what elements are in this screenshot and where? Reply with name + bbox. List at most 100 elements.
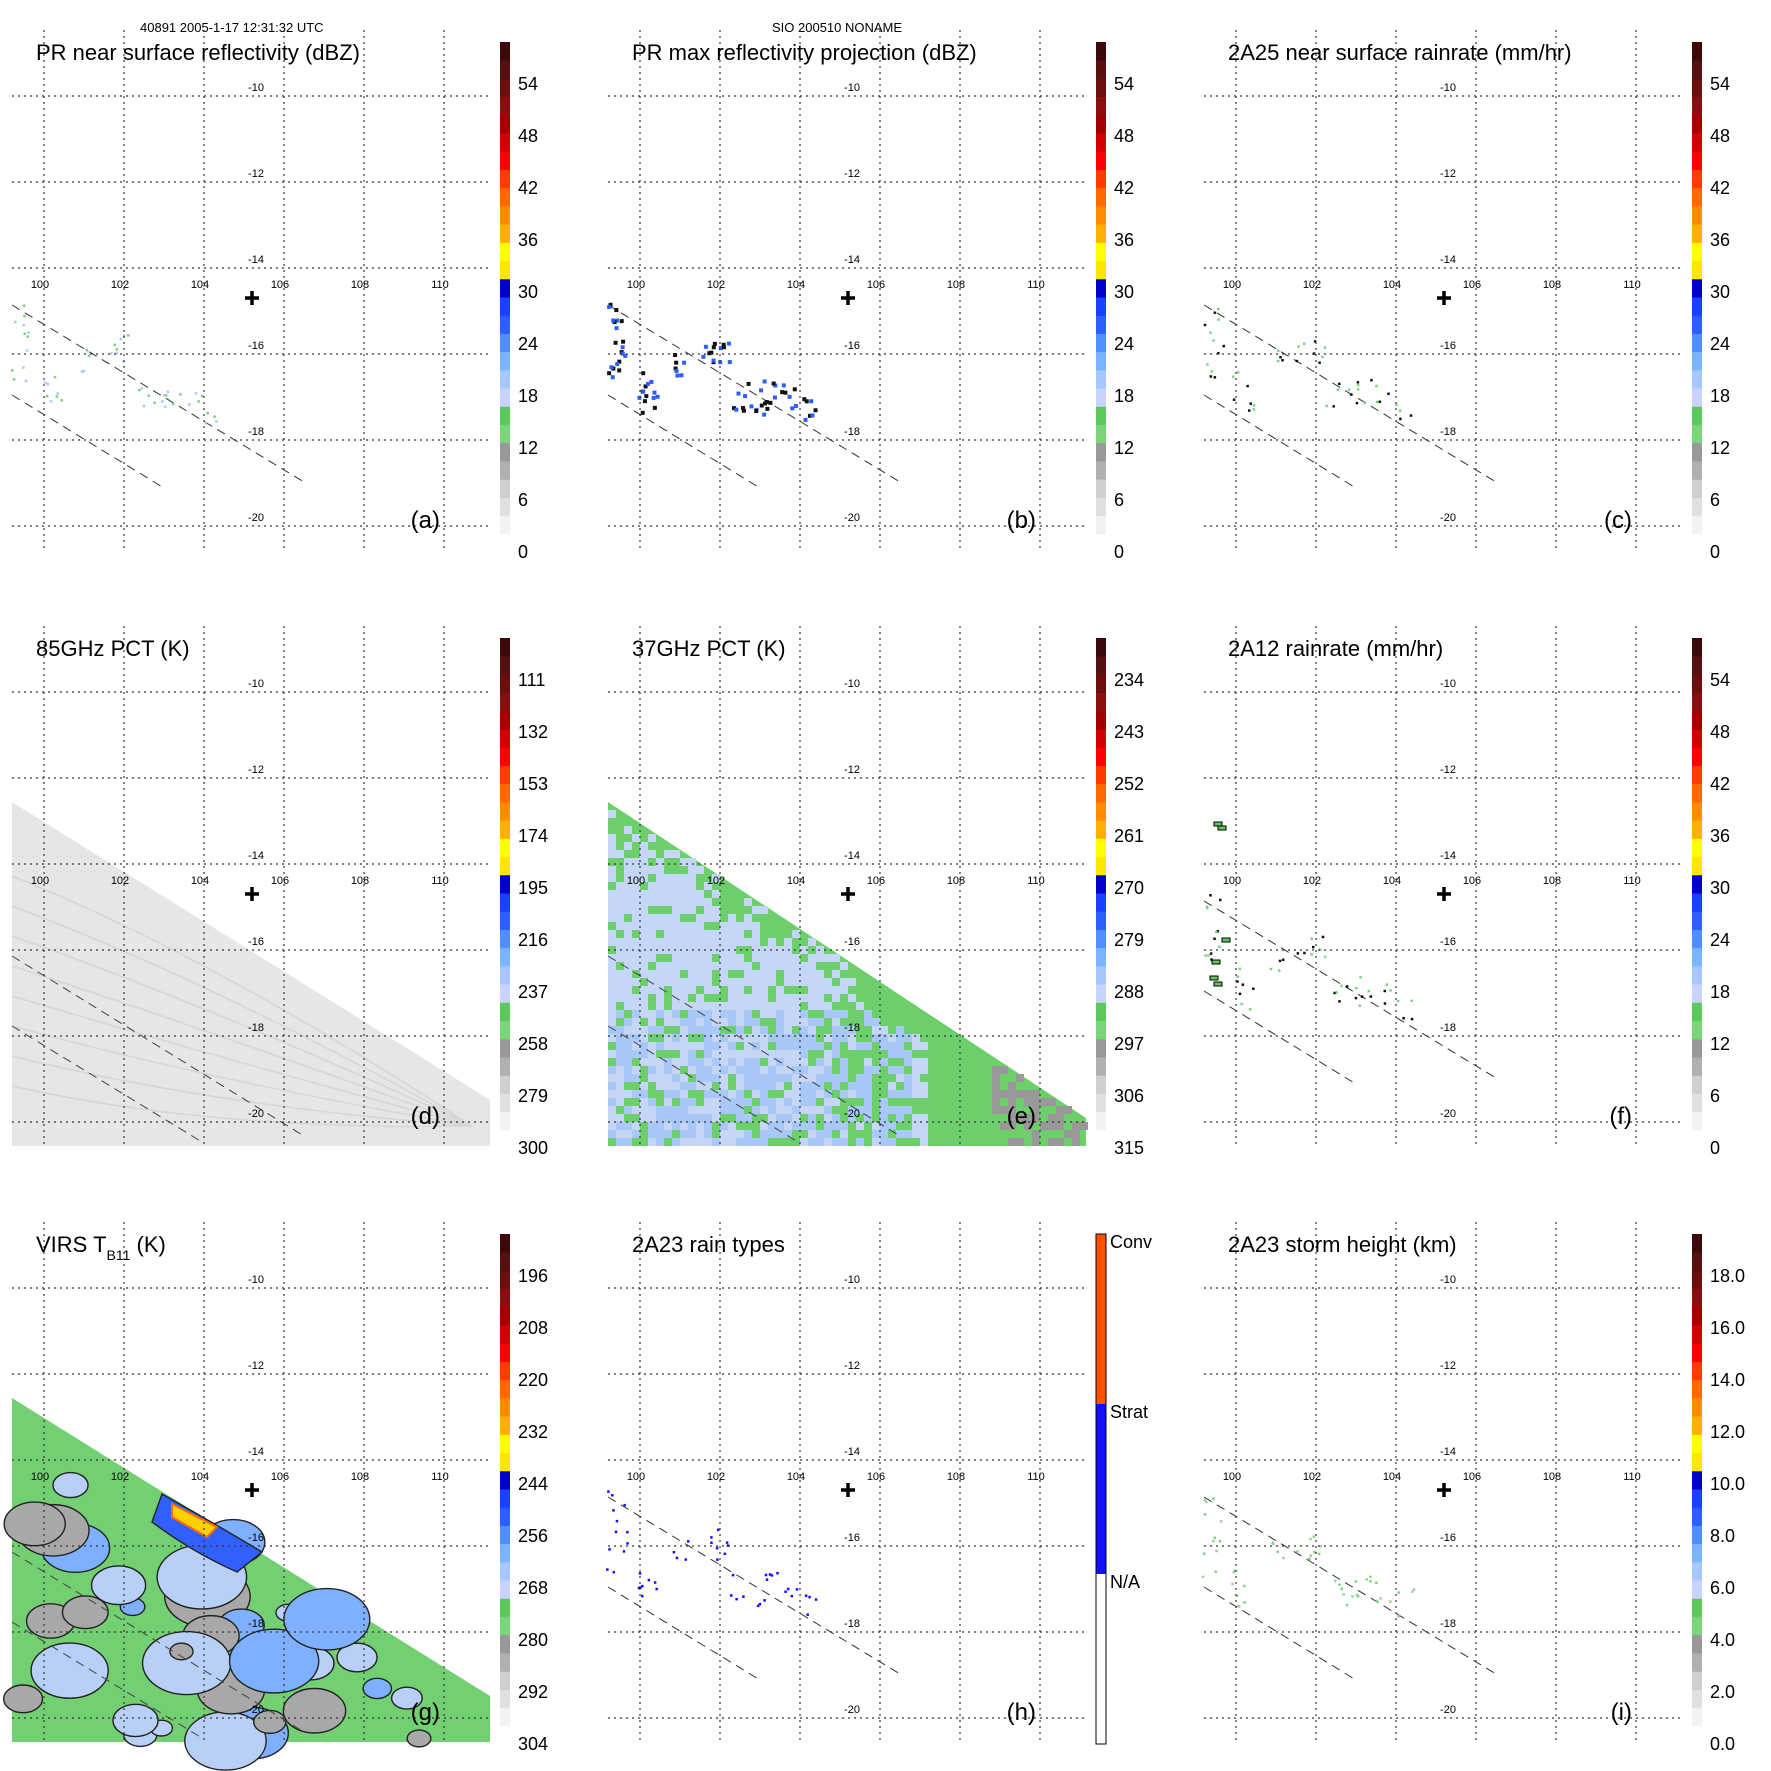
colorbar-label-a-7: 42 xyxy=(518,178,538,198)
lon-label-102: 102 xyxy=(1303,279,1321,291)
colorbar-label-d-4: 216 xyxy=(518,930,548,950)
panel-title-b: PR max reflectivity projection (dBZ) xyxy=(632,40,977,65)
colorbar-label-g-8: 208 xyxy=(518,1318,548,1338)
lon-label-108: 108 xyxy=(947,875,965,887)
lon-label-110: 110 xyxy=(1027,1471,1045,1483)
lon-label-106: 106 xyxy=(1463,875,1481,887)
lon-label-110: 110 xyxy=(1623,1471,1641,1483)
map-g: 100 102 104 106 108 110 -10 -12 -14 -16 -18 -20 VIRS… xyxy=(2,1222,490,1771)
colorbar-e: 315 306 297 288 279 270 261 252 243 234 xyxy=(1096,638,1144,1158)
panel-tag-a: (a) xyxy=(411,507,440,534)
lat-label--10: -10 xyxy=(1440,1274,1456,1286)
lat-label--16: -16 xyxy=(1440,936,1456,948)
storm-center-cross xyxy=(1437,291,1451,305)
lat-label--10: -10 xyxy=(1440,678,1456,690)
colorbar-label-a-3: 18 xyxy=(518,386,538,406)
lat-label--16: -16 xyxy=(248,1532,264,1544)
lon-label-104: 104 xyxy=(1383,1471,1401,1483)
lat-label--14: -14 xyxy=(248,1446,264,1458)
lat-label--14: -14 xyxy=(1440,254,1456,266)
colorbar-label-e-9: 234 xyxy=(1114,670,1144,690)
colorbar-label-f-4: 24 xyxy=(1710,930,1730,950)
colorbar-label-g-3: 268 xyxy=(518,1578,548,1598)
colorbar-label-c-0: 0 xyxy=(1710,542,1720,562)
panel-tag-e: (e) xyxy=(1007,1103,1036,1130)
lon-label-100: 100 xyxy=(1223,1471,1241,1483)
colorbar-label-g-7: 220 xyxy=(518,1370,548,1390)
lat-label--20: -20 xyxy=(248,512,264,524)
lon-label-108: 108 xyxy=(351,279,369,291)
colorbar-label-e-5: 270 xyxy=(1114,878,1144,898)
lat-label--12: -12 xyxy=(1440,168,1456,180)
colorbar-label-c-4: 24 xyxy=(1710,334,1730,354)
colorbar-label-b-2: 12 xyxy=(1114,438,1134,458)
lon-label-104: 104 xyxy=(191,875,209,887)
colorbar-label-i-7: 14.0 xyxy=(1710,1370,1745,1390)
lat-label--12: -12 xyxy=(248,168,264,180)
map-e: 100 102 104 106 108 110 -10 -12 -14 -16 -18 -20 37GH… xyxy=(607,626,1088,1146)
colorbar-label-d-5: 195 xyxy=(518,878,548,898)
header-orbit-timestamp: 40891 2005-1-17 12:31:32 UTC xyxy=(140,20,324,35)
lat-label--12: -12 xyxy=(248,764,264,776)
storm-center-cross xyxy=(841,1483,855,1497)
panel-title-h: 2A23 rain types xyxy=(632,1232,785,1257)
panel-i: 100 102 104 106 108 110 -10 -12 -14 -16 -18 -20 2A23… xyxy=(1201,1222,1745,1754)
lat-label--18: -18 xyxy=(1440,1618,1456,1630)
colorbar-d: 300 279 258 237 216 195 174 153 132 111 xyxy=(500,638,548,1158)
panel-d: 100 102 104 106 108 110 -10 -12 -14 -16 -18 -20 85GH… xyxy=(11,626,548,1158)
lon-label-108: 108 xyxy=(351,875,369,887)
header-storm-name: SIO 200510 NONAME xyxy=(772,20,903,35)
lat-label--18: -18 xyxy=(844,1618,860,1630)
lat-label--14: -14 xyxy=(844,850,860,862)
lon-label-110: 110 xyxy=(1623,279,1641,291)
lon-label-106: 106 xyxy=(1463,1471,1481,1483)
lon-label-106: 106 xyxy=(1463,279,1481,291)
colorbar-label-b-0: 0 xyxy=(1114,542,1124,562)
colorbar-label-b-7: 42 xyxy=(1114,178,1134,198)
lat-label--14: -14 xyxy=(844,1446,860,1458)
lon-label-102: 102 xyxy=(1303,1471,1321,1483)
lon-label-100: 100 xyxy=(627,1471,645,1483)
storm-center-cross xyxy=(841,291,855,305)
panel-title-c: 2A25 near surface rainrate (mm/hr) xyxy=(1228,40,1572,65)
lon-label-104: 104 xyxy=(787,1471,805,1483)
lon-label-100: 100 xyxy=(31,279,49,291)
lat-label--20: -20 xyxy=(1440,512,1456,524)
storm-center-cross xyxy=(245,291,259,305)
map-i: 100 102 104 106 108 110 -10 -12 -14 -16 -18 -20 2A23… xyxy=(1201,1222,1682,1742)
lon-label-102: 102 xyxy=(707,875,725,887)
colorbar-label-conv: Conv xyxy=(1110,1232,1152,1252)
panel-tag-g: (g) xyxy=(411,1699,440,1726)
panel-tag-h: (h) xyxy=(1007,1699,1036,1726)
storm-center-cross xyxy=(1437,1483,1451,1497)
colorbar-label-d-0: 300 xyxy=(518,1138,548,1158)
lat-label--20: -20 xyxy=(248,1704,264,1716)
lat-label--20: -20 xyxy=(1440,1704,1456,1716)
raintype-swatch-1 xyxy=(1096,1404,1106,1574)
lon-label-104: 104 xyxy=(191,279,209,291)
colorbar-label-i-2: 4.0 xyxy=(1710,1630,1735,1650)
lat-label--10: -10 xyxy=(248,82,264,94)
map-h: 100 102 104 106 108 110 -10 -12 -14 -16 -18 -20 2A23… xyxy=(606,1222,1086,1742)
panel-h: 100 102 104 106 108 110 -10 -12 -14 -16 -18 -20 2A23… xyxy=(606,1222,1152,1745)
colorbar-label-strat: Strat xyxy=(1110,1402,1148,1422)
lat-label--18: -18 xyxy=(1440,426,1456,438)
storm-center-cross xyxy=(245,887,259,901)
storm-center-cross xyxy=(245,1483,259,1497)
lon-label-108: 108 xyxy=(1543,1471,1561,1483)
colorbar-label-b-9: 54 xyxy=(1114,74,1134,94)
panel-g: 100 102 104 106 108 110 -10 -12 -14 -16 -18 -20 VIRS… xyxy=(2,1222,548,1771)
lat-label--14: -14 xyxy=(844,254,860,266)
colorbar-label-c-6: 36 xyxy=(1710,230,1730,250)
colorbar-label-d-1: 279 xyxy=(518,1086,548,1106)
lon-label-102: 102 xyxy=(1303,875,1321,887)
colorbar-label-g-1: 292 xyxy=(518,1682,548,1702)
storm-center-cross xyxy=(1437,887,1451,901)
colorbar-label-i-5: 10.0 xyxy=(1710,1474,1745,1494)
lat-label--10: -10 xyxy=(248,1274,264,1286)
colorbar-label-e-4: 279 xyxy=(1114,930,1144,950)
colorbar-label-f-2: 12 xyxy=(1710,1034,1730,1054)
lon-label-108: 108 xyxy=(1543,279,1561,291)
panel-title-a: PR near surface reflectivity (dBZ) xyxy=(36,40,360,65)
